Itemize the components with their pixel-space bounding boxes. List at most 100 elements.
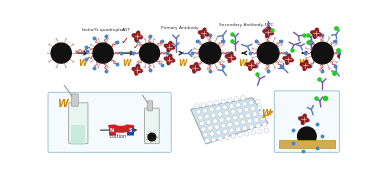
Text: W: W xyxy=(261,109,270,118)
Text: Primary Antibody: Primary Antibody xyxy=(161,26,198,30)
Circle shape xyxy=(251,106,255,111)
Circle shape xyxy=(251,130,256,135)
Circle shape xyxy=(225,135,229,140)
Text: W: W xyxy=(238,59,246,68)
Polygon shape xyxy=(299,114,309,124)
Text: W: W xyxy=(78,59,86,68)
Circle shape xyxy=(218,136,223,141)
Circle shape xyxy=(206,120,211,125)
Circle shape xyxy=(216,130,221,135)
Circle shape xyxy=(238,133,242,137)
Text: Secondary Antibody-FITC: Secondary Antibody-FITC xyxy=(220,23,274,27)
Polygon shape xyxy=(300,60,311,70)
Circle shape xyxy=(241,96,245,100)
Text: W: W xyxy=(58,99,69,109)
FancyBboxPatch shape xyxy=(48,92,171,152)
Circle shape xyxy=(210,131,214,136)
Circle shape xyxy=(203,108,208,113)
Circle shape xyxy=(236,127,241,131)
Circle shape xyxy=(256,123,260,128)
Polygon shape xyxy=(311,28,321,38)
Circle shape xyxy=(228,122,232,127)
Text: ✓: ✓ xyxy=(121,36,129,46)
Text: W: W xyxy=(122,59,130,68)
Circle shape xyxy=(229,128,234,133)
Circle shape xyxy=(257,42,279,64)
Circle shape xyxy=(244,131,249,136)
FancyBboxPatch shape xyxy=(68,103,88,144)
Circle shape xyxy=(213,119,217,123)
Text: AGT: AGT xyxy=(122,28,131,31)
Circle shape xyxy=(211,137,216,142)
FancyBboxPatch shape xyxy=(144,108,159,144)
Circle shape xyxy=(223,105,227,110)
Bar xyxy=(71,125,85,145)
Circle shape xyxy=(201,127,206,131)
Text: biotin/G-quadruplex: biotin/G-quadruplex xyxy=(81,28,125,31)
Circle shape xyxy=(262,122,267,127)
Circle shape xyxy=(253,112,257,116)
Text: N: N xyxy=(110,128,114,133)
Circle shape xyxy=(208,101,212,106)
Circle shape xyxy=(203,133,208,137)
Circle shape xyxy=(221,123,226,128)
FancyBboxPatch shape xyxy=(147,101,153,111)
Polygon shape xyxy=(338,52,348,62)
Circle shape xyxy=(229,104,234,108)
FancyBboxPatch shape xyxy=(71,94,78,106)
Circle shape xyxy=(211,113,216,118)
Polygon shape xyxy=(164,42,175,52)
Circle shape xyxy=(242,101,247,106)
Circle shape xyxy=(199,42,221,64)
Circle shape xyxy=(51,43,71,63)
Circle shape xyxy=(195,104,199,108)
Circle shape xyxy=(257,105,262,110)
Circle shape xyxy=(204,114,209,119)
Circle shape xyxy=(221,99,226,104)
Circle shape xyxy=(234,121,239,126)
Circle shape xyxy=(232,115,237,120)
Circle shape xyxy=(256,99,260,104)
Polygon shape xyxy=(132,65,143,75)
Text: Elution: Elution xyxy=(110,134,127,139)
Circle shape xyxy=(216,106,221,111)
Circle shape xyxy=(249,125,254,129)
Circle shape xyxy=(214,125,219,129)
Circle shape xyxy=(208,126,212,130)
Polygon shape xyxy=(225,52,236,62)
Circle shape xyxy=(218,112,222,116)
Circle shape xyxy=(198,115,203,120)
Circle shape xyxy=(239,114,244,119)
Circle shape xyxy=(226,116,231,121)
Circle shape xyxy=(205,138,209,143)
Circle shape xyxy=(311,42,333,64)
Circle shape xyxy=(93,43,113,63)
Circle shape xyxy=(248,119,252,123)
Text: W: W xyxy=(298,59,307,68)
Circle shape xyxy=(200,121,204,126)
Circle shape xyxy=(254,118,259,122)
Polygon shape xyxy=(246,60,256,70)
Circle shape xyxy=(228,98,232,103)
Circle shape xyxy=(236,103,240,107)
Polygon shape xyxy=(263,27,273,37)
Circle shape xyxy=(237,108,242,113)
Text: ✓: ✓ xyxy=(133,42,139,51)
Circle shape xyxy=(259,111,263,115)
Circle shape xyxy=(148,133,156,141)
Circle shape xyxy=(243,126,247,130)
Circle shape xyxy=(260,116,265,121)
Circle shape xyxy=(241,120,245,125)
Polygon shape xyxy=(191,98,268,144)
Circle shape xyxy=(231,110,235,114)
Circle shape xyxy=(139,43,160,63)
Circle shape xyxy=(209,107,214,112)
FancyBboxPatch shape xyxy=(274,91,339,152)
Text: W: W xyxy=(179,59,187,68)
Circle shape xyxy=(219,118,224,122)
Circle shape xyxy=(224,111,229,115)
Circle shape xyxy=(214,100,219,105)
Polygon shape xyxy=(283,54,293,64)
Circle shape xyxy=(257,129,262,134)
Circle shape xyxy=(201,103,206,107)
